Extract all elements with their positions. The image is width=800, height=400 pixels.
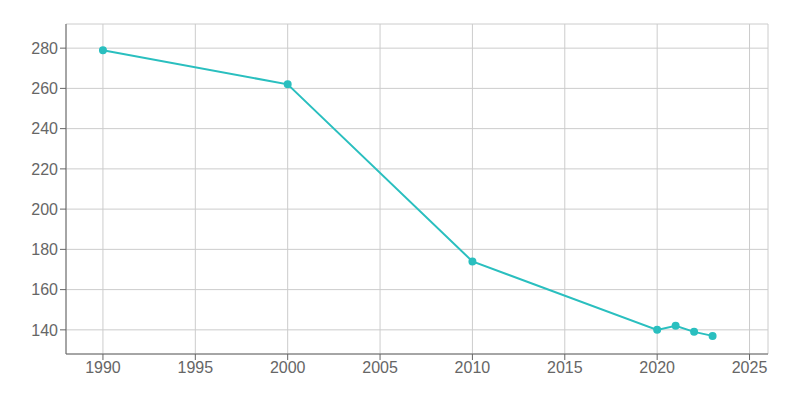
svg-text:2005: 2005	[362, 359, 398, 376]
svg-text:2010: 2010	[455, 359, 491, 376]
svg-text:2020: 2020	[639, 359, 675, 376]
svg-text:280: 280	[31, 40, 58, 57]
svg-text:1995: 1995	[178, 359, 214, 376]
svg-text:180: 180	[31, 241, 58, 258]
svg-text:160: 160	[31, 281, 58, 298]
svg-text:260: 260	[31, 80, 58, 97]
svg-text:200: 200	[31, 201, 58, 218]
svg-text:2015: 2015	[547, 359, 583, 376]
svg-text:1990: 1990	[85, 359, 121, 376]
svg-text:2025: 2025	[732, 359, 768, 376]
svg-text:240: 240	[31, 120, 58, 137]
svg-text:140: 140	[31, 322, 58, 339]
svg-text:2000: 2000	[270, 359, 306, 376]
svg-text:220: 220	[31, 161, 58, 178]
